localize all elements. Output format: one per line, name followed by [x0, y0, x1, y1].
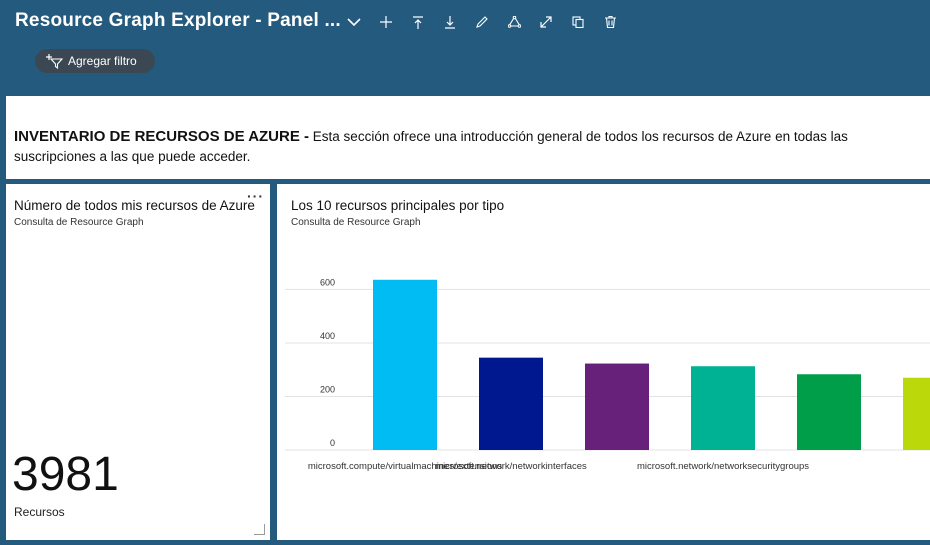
clone-icon[interactable] — [562, 10, 594, 34]
more-options-icon[interactable]: ··· — [247, 188, 264, 204]
intro-panel: INVENTARIO DE RECURSOS DE AZURE - Esta s… — [6, 96, 930, 179]
x-tick-label: microsoft.network/networkinterfaces — [435, 461, 587, 472]
chart-tile-title: Los 10 recursos principales por tipo — [291, 198, 505, 213]
add-filter-label: Agregar filtro — [68, 54, 137, 68]
y-tick-label: 200 — [320, 384, 335, 394]
top-resources-chart-tile[interactable]: 0 200 400 600 microsoft.compute/virtualmachi… — [277, 184, 930, 540]
bar-chart: 0 200 400 600 microsoft.compute/virtualmachi… — [285, 277, 930, 472]
upload-icon[interactable] — [402, 10, 434, 34]
dashboard-toolbar — [338, 10, 626, 34]
intro-heading: INVENTARIO DE RECURSOS DE AZURE - — [14, 128, 310, 145]
resize-handle-icon[interactable] — [254, 524, 265, 535]
dashboard-title[interactable]: Resource Graph Explorer - Panel ... — [15, 10, 341, 31]
add-filter-button[interactable]: Agregar filtro — [35, 49, 155, 73]
add-icon[interactable] — [370, 10, 402, 34]
x-tick-label: microsoft.network/networksecuritygroups — [637, 461, 809, 472]
chart-bar[interactable] — [373, 279, 437, 450]
edit-icon[interactable] — [466, 10, 498, 34]
download-icon[interactable] — [434, 10, 466, 34]
resource-count-value: 3981 — [12, 448, 119, 501]
share-icon[interactable] — [498, 10, 530, 34]
chart-bar[interactable] — [479, 357, 543, 450]
filter-add-icon — [45, 53, 63, 69]
chart-bar[interactable] — [797, 374, 861, 450]
intro-description: Esta sección ofrece una introducción gen… — [14, 129, 848, 164]
chart-bar[interactable] — [691, 366, 755, 450]
dashboard-header: Resource Graph Explorer - Panel ... — [0, 0, 930, 95]
y-tick-label: 600 — [320, 277, 335, 287]
chart-bar[interactable] — [903, 377, 930, 450]
resource-count-tile[interactable]: Número de todos mis recursos de Azure Co… — [6, 184, 270, 540]
resource-count-unit: Recursos — [14, 505, 65, 519]
chevron-down-icon[interactable] — [338, 10, 370, 34]
chart-bar[interactable] — [585, 363, 649, 450]
y-tick-label: 0 — [330, 438, 335, 448]
chart-tile-subtitle: Consulta de Resource Graph — [291, 217, 421, 228]
delete-icon[interactable] — [594, 10, 626, 34]
x-tick-label: microsoft.compute/virtualmachines/extens… — [308, 461, 503, 472]
count-tile-subtitle: Consulta de Resource Graph — [14, 217, 144, 228]
y-tick-label: 400 — [320, 331, 335, 341]
intro-text: INVENTARIO DE RECURSOS DE AZURE - Esta s… — [14, 127, 914, 167]
count-tile-title: Número de todos mis recursos de Azure — [14, 198, 255, 213]
fullscreen-icon[interactable] — [530, 10, 562, 34]
